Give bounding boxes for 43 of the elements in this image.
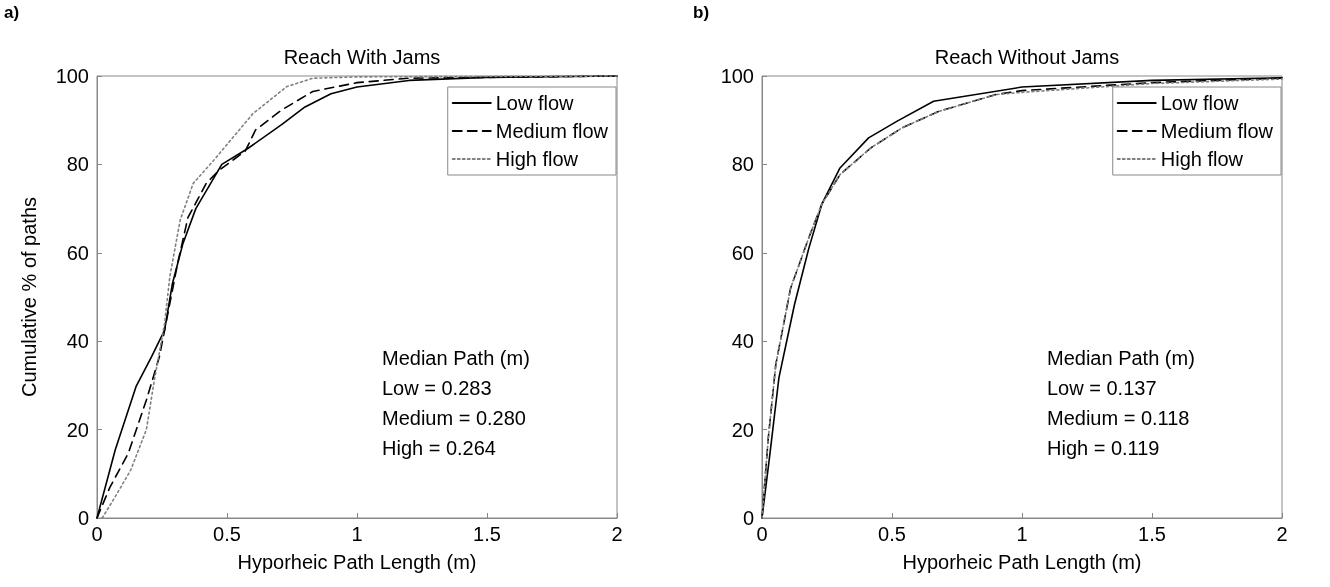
- y-tick-label: 80: [66, 153, 89, 176]
- annotation: Low = 0.137: [1047, 377, 1157, 399]
- y-tick-label: 100: [720, 65, 754, 87]
- x-tick-label: 2: [1276, 523, 1288, 545]
- annotation: Median Path (m): [382, 347, 530, 369]
- x-tick-label: 1.5: [1138, 523, 1166, 545]
- y-tick-label: 0: [77, 507, 89, 529]
- x-tick-label: 1: [1016, 523, 1028, 545]
- x-tick-label: 0.5: [213, 523, 241, 545]
- annotation: High = 0.119: [1047, 437, 1160, 459]
- y-axis-title: Cumulative % of paths: [18, 196, 40, 398]
- annotation: Low = 0.283: [382, 377, 492, 399]
- x-tick-label: 0: [756, 523, 768, 545]
- y-tick-label: 60: [66, 241, 89, 264]
- chart-title: Reach Without Jams: [934, 46, 1120, 68]
- y-tick-label: 20: [66, 418, 89, 441]
- x-axis-title: Hyporheic Path Length (m): [237, 551, 477, 573]
- y-tick-label: 80: [731, 153, 754, 176]
- legend-label: Medium flow: [495, 120, 609, 142]
- legend-label: High flow: [1160, 148, 1244, 170]
- chart-title: Reach With Jams: [283, 46, 441, 68]
- y-tick-label: 40: [731, 330, 754, 353]
- annotation: High = 0.264: [382, 437, 496, 459]
- x-tick-label: 0.5: [878, 523, 906, 545]
- text: a): [4, 3, 20, 22]
- legend-label: Low flow: [495, 92, 575, 114]
- legend-label: Medium flow: [1160, 120, 1274, 142]
- x-tick-label: 1: [351, 523, 363, 545]
- y-tick-label: 20: [731, 418, 754, 441]
- x-axis-title: Hyporheic Path Length (m): [902, 551, 1142, 573]
- y-tick-label: 60: [731, 241, 754, 264]
- x-tick-label: 0: [91, 523, 103, 545]
- y-tick-label: 100: [55, 65, 89, 87]
- legend-label: Low flow: [1160, 92, 1240, 114]
- legend-label: High flow: [495, 148, 579, 170]
- x-tick-label: 2: [611, 523, 623, 545]
- annotation: Medium = 0.118: [1047, 407, 1190, 429]
- y-tick-label: 40: [66, 330, 89, 353]
- x-tick-label: 1.5: [473, 523, 501, 545]
- annotation: Medium = 0.280: [382, 407, 526, 429]
- text: b): [693, 3, 710, 22]
- y-tick-label: 0: [742, 507, 754, 529]
- annotation: Median Path (m): [1047, 347, 1195, 369]
